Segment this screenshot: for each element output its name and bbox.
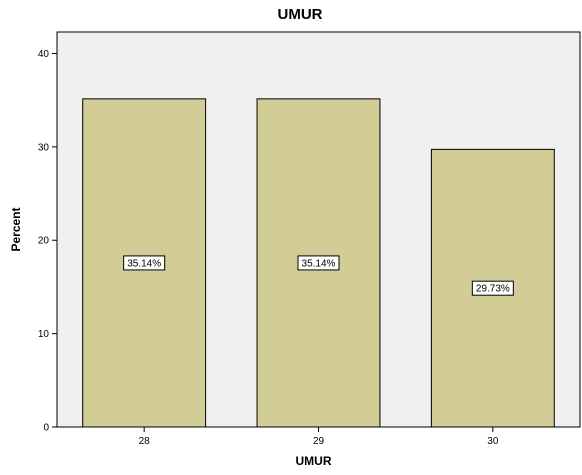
y-tick-label: 10 <box>38 329 50 340</box>
x-tick-label-30: 30 <box>487 436 499 447</box>
data-labels-group: 35.14% 35.14% 29.73% <box>123 255 514 296</box>
y-tick-label: 30 <box>38 142 50 153</box>
x-tick-label-28: 28 <box>139 436 151 447</box>
y-axis: 0 10 20 30 40 <box>38 32 58 434</box>
x-axis: 28 29 30 <box>57 426 580 447</box>
x-axis-title: UMUR <box>296 454 332 468</box>
chart-title: UMUR <box>278 6 323 23</box>
data-label-29: 35.14% <box>302 258 336 269</box>
y-tick-label: 20 <box>38 236 50 247</box>
data-label-box <box>297 255 340 271</box>
data-label-box <box>123 255 166 271</box>
x-tick-label-29: 29 <box>313 436 325 447</box>
data-label-30: 29.73% <box>476 284 510 295</box>
data-label-28: 35.14% <box>127 258 161 269</box>
data-label-box <box>471 280 514 296</box>
y-tick-label: 0 <box>43 423 49 434</box>
y-tick-label: 40 <box>38 49 50 60</box>
y-axis-title: Percent <box>9 207 23 251</box>
